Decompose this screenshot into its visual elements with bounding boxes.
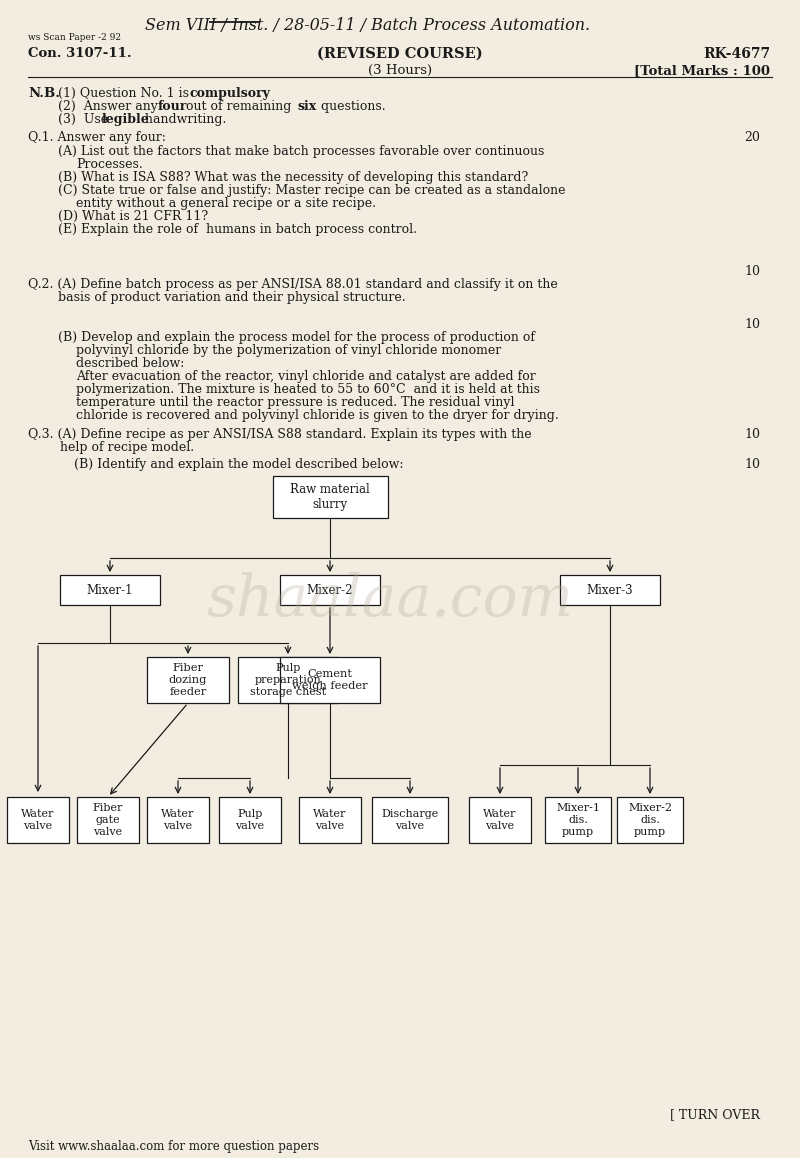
Text: Visit www.shaalaa.com for more question papers: Visit www.shaalaa.com for more question … [28,1139,319,1153]
Text: Mixer-2: Mixer-2 [306,584,354,596]
Text: N.B.: N.B. [28,87,60,100]
Text: Discharge
valve: Discharge valve [382,809,438,830]
Text: 10: 10 [744,459,760,471]
Text: Q.3. (A) Define recipe as per ANSI/ISA S88 standard. Explain its types with the: Q.3. (A) Define recipe as per ANSI/ISA S… [28,428,532,441]
Bar [219,797,281,843]
Text: basis of product variation and their physical structure.: basis of product variation and their phy… [58,291,406,305]
Text: Q.1. Answer any four:: Q.1. Answer any four: [28,131,166,144]
Text: Q.2. (A) Define batch process as per ANSI/ISA 88.01 standard and classify it on : Q.2. (A) Define batch process as per ANS… [28,278,558,291]
Text: Fiber
dozing
feeder: Fiber dozing feeder [169,664,207,697]
Text: Water
valve: Water valve [22,809,54,830]
Bar [7,797,69,843]
Text: Sem VIII / Inst. / 28-05-11 / Batch Process Automation.: Sem VIII / Inst. / 28-05-11 / Batch Proc… [145,17,590,34]
Bar [372,797,448,843]
Text: [Total Marks : 100: [Total Marks : 100 [634,64,770,76]
Text: (E) Explain the role of  humans in batch process control.: (E) Explain the role of humans in batch … [58,223,417,236]
Bar [299,797,361,843]
Text: Cement
weigh feeder: Cement weigh feeder [292,669,368,691]
Bar [469,797,531,843]
Text: legible: legible [102,113,150,126]
Text: (1) Question No. 1 is: (1) Question No. 1 is [58,87,193,100]
Text: Fiber
gate
valve: Fiber gate valve [93,804,123,836]
Bar [280,576,380,604]
Text: out of remaining: out of remaining [182,100,295,113]
Text: six: six [298,100,318,113]
Bar [280,657,380,703]
Text: compulsory: compulsory [190,87,271,100]
Bar [273,476,387,518]
Text: Water
valve: Water valve [314,809,346,830]
Bar [238,657,338,703]
Bar [60,576,160,604]
Text: chloride is recovered and polyvinyl chloride is given to the dryer for drying.: chloride is recovered and polyvinyl chlo… [76,409,558,422]
Text: (D) What is 21 CFR 11?: (D) What is 21 CFR 11? [58,210,208,223]
Text: Water
valve: Water valve [162,809,194,830]
Text: (3 Hours): (3 Hours) [368,64,432,76]
Text: help of recipe model.: help of recipe model. [60,441,194,454]
Text: four: four [158,100,187,113]
Text: [ TURN OVER: [ TURN OVER [670,1108,760,1121]
Text: shaalaa.com: shaalaa.com [206,572,574,629]
Bar [147,657,229,703]
Text: (2)  Answer any: (2) Answer any [58,100,162,113]
Text: Mixer-1: Mixer-1 [86,584,134,596]
Bar [545,797,611,843]
Text: ws Scan Paper -2 92: ws Scan Paper -2 92 [28,32,121,42]
Text: Water
valve: Water valve [483,809,517,830]
Text: (3)  Use: (3) Use [58,113,112,126]
Text: described below:: described below: [76,357,184,371]
Bar [77,797,139,843]
Bar [617,797,683,843]
Bar [560,576,660,604]
Text: Processes.: Processes. [76,157,142,171]
Text: .: . [258,87,262,100]
Text: (B) What is ISA S88? What was the necessity of developing this standard?: (B) What is ISA S88? What was the necess… [58,171,528,184]
Text: Con. 3107-11.: Con. 3107-11. [28,47,132,60]
Text: polyvinyl chloride by the polymerization of vinyl chloride monomer: polyvinyl chloride by the polymerization… [76,344,502,357]
Text: (B) Develop and explain the process model for the process of production of: (B) Develop and explain the process mode… [58,331,535,344]
Text: RK-4677: RK-4677 [703,47,770,61]
Text: Mixer-1
dis.
pump: Mixer-1 dis. pump [556,804,600,836]
Text: (REVISED COURSE): (REVISED COURSE) [317,47,483,61]
Text: handwriting.: handwriting. [141,113,226,126]
Text: Pulp
preparation
storage chest: Pulp preparation storage chest [250,664,326,697]
Text: (B) Identify and explain the model described below:: (B) Identify and explain the model descr… [58,459,403,471]
Text: 10: 10 [744,265,760,278]
Text: Pulp
valve: Pulp valve [235,809,265,830]
Text: (A) List out the factors that make batch processes favorable over continuous: (A) List out the factors that make batch… [58,145,544,157]
Text: polymerization. The mixture is heated to 55 to 60°C  and it is held at this: polymerization. The mixture is heated to… [76,383,540,396]
Text: (C) State true or false and justify: Master recipe can be created as a standalon: (C) State true or false and justify: Mas… [58,184,566,197]
Text: 20: 20 [744,131,760,144]
Text: After evacuation of the reactor, vinyl chloride and catalyst are added for: After evacuation of the reactor, vinyl c… [76,371,536,383]
Bar [147,797,209,843]
Text: 10: 10 [744,428,760,441]
Text: Mixer-2
dis.
pump: Mixer-2 dis. pump [628,804,672,836]
Text: temperature until the reactor pressure is reduced. The residual vinyl: temperature until the reactor pressure i… [76,396,514,409]
Text: Mixer-3: Mixer-3 [586,584,634,596]
Text: questions.: questions. [317,100,386,113]
Text: 10: 10 [744,318,760,331]
Text: Raw material
slurry: Raw material slurry [290,483,370,511]
Text: entity without a general recipe or a site recipe.: entity without a general recipe or a sit… [76,197,376,210]
